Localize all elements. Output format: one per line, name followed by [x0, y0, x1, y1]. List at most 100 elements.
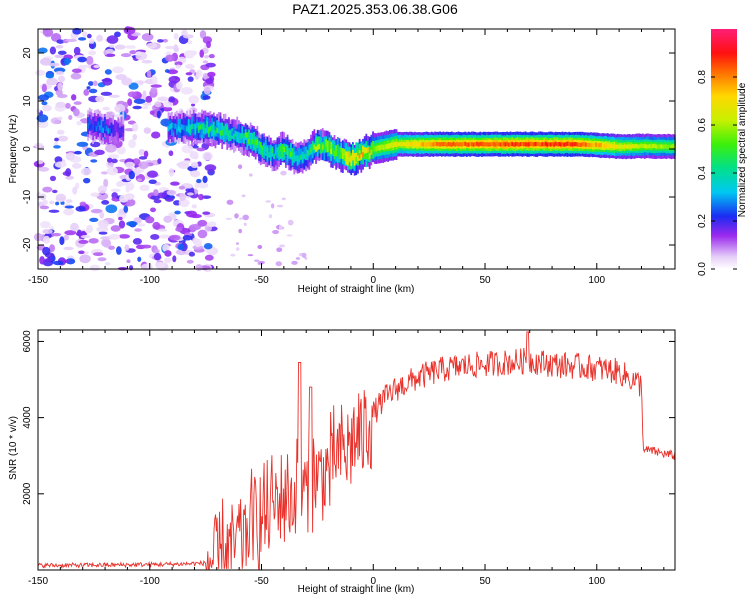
ridge-cell	[546, 142, 549, 147]
noise-blob	[118, 234, 130, 239]
noise-blob	[65, 38, 77, 42]
noise-blob	[235, 247, 240, 251]
ridge-cell	[670, 144, 673, 149]
noise-blob	[123, 205, 129, 213]
ridge-cell	[558, 142, 561, 147]
noise-blob	[77, 37, 87, 41]
ridge-cell	[298, 151, 301, 162]
ridge-cell	[336, 146, 339, 163]
ridge-cell	[652, 143, 654, 149]
noise-blob	[88, 88, 98, 94]
ridge-cell	[233, 134, 235, 140]
noise-blob	[143, 127, 152, 134]
noise-blob	[187, 40, 193, 45]
noise-blob	[106, 157, 113, 163]
ridge-cell	[455, 141, 458, 147]
noise-blob	[90, 159, 98, 163]
noise-blob	[272, 229, 280, 235]
snr-series-line	[37, 331, 676, 570]
ridge-cell	[425, 142, 428, 147]
ridge-cell	[524, 142, 527, 147]
noise-blob	[197, 219, 208, 227]
noise-blob	[234, 213, 239, 219]
noise-blob	[42, 229, 53, 234]
noise-blob	[80, 167, 92, 176]
ridge-cell	[603, 143, 606, 149]
noise-blob	[243, 222, 247, 227]
noise-blob	[148, 179, 157, 185]
ridge-cell	[102, 127, 105, 134]
noise-blob	[178, 198, 190, 208]
ridge-cell	[365, 148, 368, 160]
noise-blob	[110, 188, 121, 193]
ridge-cell	[506, 141, 509, 146]
noise-blob	[39, 205, 50, 210]
ridge-cell	[626, 144, 629, 149]
noise-blob	[304, 257, 308, 260]
ridge-cell	[248, 138, 250, 145]
noise-blob	[164, 250, 172, 257]
noise-blob	[57, 135, 69, 142]
colorbar-tick-label: 0.4	[697, 166, 708, 180]
noise-blob	[103, 178, 109, 188]
ridge-cell	[263, 149, 265, 155]
ridge-cell	[201, 124, 203, 135]
ridge-cell	[373, 146, 376, 152]
ridge-cell	[536, 141, 539, 147]
ridge-cell	[335, 145, 338, 156]
noise-blob	[132, 237, 142, 245]
ridge-cell	[568, 141, 571, 147]
ridge-cell	[239, 133, 242, 140]
ridge-cell	[318, 136, 321, 147]
noise-blob	[167, 69, 179, 75]
noise-blob	[171, 213, 177, 221]
noise-blob	[41, 101, 48, 106]
ridge-cell	[469, 141, 472, 147]
ridge-cell	[274, 144, 277, 156]
noise-blob	[129, 50, 137, 55]
ridge-cell	[395, 141, 398, 148]
noise-blob	[104, 53, 116, 57]
ridge-cell	[336, 146, 339, 153]
noise-blob	[180, 86, 193, 95]
noise-blob	[203, 243, 213, 250]
noise-blob	[276, 247, 283, 253]
ridge-cell	[112, 124, 115, 131]
ridge-cell	[345, 151, 348, 157]
ridge-cell	[97, 124, 100, 136]
ridge-cell	[296, 155, 299, 161]
noise-blob	[194, 238, 202, 248]
noise-blob	[186, 192, 194, 196]
noise-blob	[97, 185, 107, 194]
ridge-cell	[631, 144, 634, 149]
ridge-cell	[432, 142, 435, 147]
noise-blob	[194, 181, 200, 189]
ridge-cell	[442, 141, 445, 147]
noise-blob	[137, 223, 146, 227]
noise-blob	[226, 199, 234, 205]
noise-blob	[99, 211, 105, 219]
ridge-cell	[212, 129, 215, 135]
noise-blob	[127, 91, 137, 98]
ridge-cell	[192, 125, 195, 136]
noise-blob	[126, 221, 138, 227]
ridge-cell	[439, 142, 441, 147]
ridge-cell	[202, 125, 205, 131]
x-tick-label: 0	[370, 275, 376, 286]
ridge-cell	[238, 132, 240, 144]
y-tick-label: 2000	[22, 482, 33, 505]
ridge-cell	[321, 144, 324, 150]
ridge-cell	[87, 117, 89, 128]
ridge-cell	[430, 142, 433, 147]
ridge-cell	[281, 146, 284, 158]
ridge-cell	[222, 129, 225, 135]
ridge-cell	[492, 141, 495, 147]
figure-title: PAZ1.2025.353.06.38.G06	[292, 1, 458, 17]
noise-blob	[154, 261, 166, 269]
noise-blob	[95, 95, 105, 103]
noise-blob	[202, 95, 211, 100]
colorbar-tick-label: 0.6	[697, 118, 708, 132]
ridge-cell	[362, 145, 364, 156]
noise-blob	[162, 244, 170, 252]
